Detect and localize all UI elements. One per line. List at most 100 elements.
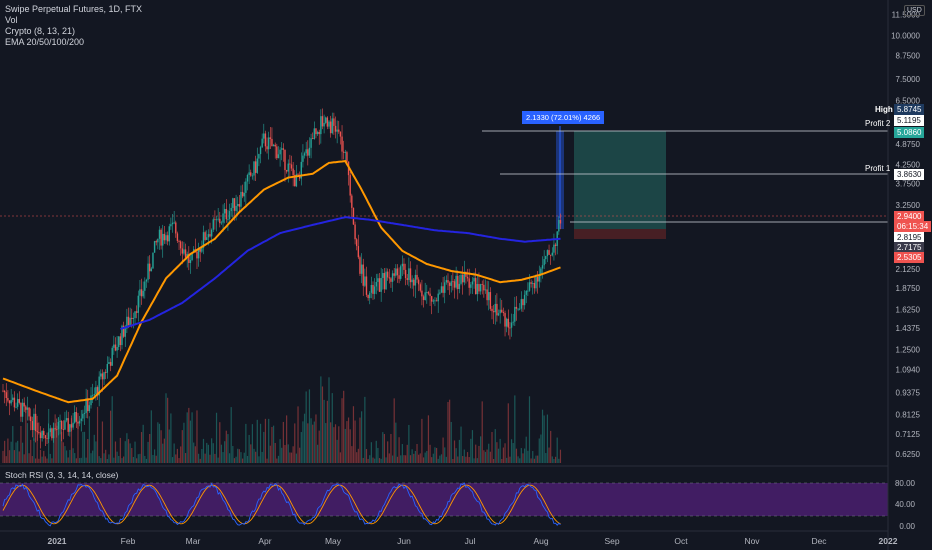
volume-bar	[541, 409, 544, 463]
candle-body	[514, 306, 516, 322]
volume-bar	[23, 454, 25, 463]
candle-body	[434, 300, 436, 302]
symbol-title[interactable]: Swipe Perpetual Futures, 1D, FTX	[5, 4, 143, 14]
candle-body	[264, 133, 267, 147]
price-axis-tick: 3.7500	[896, 179, 921, 188]
rsi-d-line	[2, 484, 561, 525]
volume-bar	[100, 458, 102, 463]
candle-body	[210, 229, 213, 237]
candle-body	[184, 249, 187, 258]
volume-bar	[543, 415, 545, 463]
candle-body	[101, 373, 104, 380]
volume-bar	[343, 390, 345, 463]
volume-bar	[98, 456, 100, 463]
candle-body	[15, 406, 17, 408]
volume-bar	[5, 456, 7, 463]
bar-countdown: 06:15:34	[894, 221, 932, 232]
volume-bar	[61, 431, 63, 463]
candle-body	[83, 412, 86, 414]
volume-bar	[276, 458, 278, 463]
volume-bar	[105, 449, 107, 463]
candle-body	[64, 420, 66, 430]
candle-body	[189, 260, 192, 263]
volume-bar	[111, 396, 113, 463]
candle-body	[372, 285, 374, 294]
volume-bar	[553, 458, 555, 463]
volume-bar	[290, 452, 293, 463]
candle-body	[78, 420, 81, 424]
volume-bar	[2, 450, 4, 463]
volume-bar	[444, 447, 446, 463]
volume-bar	[512, 443, 514, 463]
candle-body	[209, 234, 211, 237]
volume-bar	[10, 441, 12, 463]
volume-bar	[198, 453, 200, 463]
volume-bar	[305, 391, 307, 463]
volume-bar	[85, 457, 87, 463]
candle-body	[168, 226, 170, 242]
candle-body	[533, 282, 536, 289]
candle-body	[486, 289, 488, 301]
stoch-rsi-label[interactable]: Stoch RSI (3, 3, 14, 14, close)	[5, 470, 119, 480]
volume-bar	[398, 437, 400, 463]
candle-body	[49, 428, 51, 433]
candle-body	[445, 280, 448, 283]
candle-body	[281, 148, 283, 150]
crypto-indicator-label[interactable]: Crypto (8, 13, 21)	[5, 26, 76, 36]
candle-body	[496, 303, 498, 316]
candle-body	[18, 398, 20, 403]
volume-bar	[41, 456, 43, 463]
volume-bar	[209, 454, 211, 463]
candle-body	[25, 406, 27, 410]
candle-body	[85, 398, 87, 413]
profit2-price-tag: 5.1195	[894, 115, 924, 126]
candle-body	[217, 218, 219, 220]
price-axis-tick: 11.5000	[892, 10, 921, 19]
volume-bar	[447, 401, 449, 463]
time-axis-label: May	[325, 536, 342, 546]
volume-bar	[369, 455, 371, 463]
candle-body	[222, 213, 224, 223]
candle-body	[548, 250, 550, 255]
candle-body	[470, 284, 472, 288]
currency-label[interactable]: USD	[904, 5, 925, 16]
candle-body	[111, 347, 113, 366]
candle-body	[52, 428, 55, 439]
volume-indicator-label[interactable]: Vol	[5, 15, 18, 25]
candle-body	[336, 129, 338, 132]
candle-body	[406, 278, 408, 280]
candle-body	[253, 161, 255, 176]
volume-bar	[554, 456, 557, 463]
volume-bar	[401, 444, 403, 463]
volume-bar	[367, 458, 369, 463]
candle-body	[479, 284, 482, 292]
candle-body	[478, 284, 480, 292]
volume-bar	[137, 454, 139, 463]
candle-body	[21, 402, 24, 417]
candle-body	[447, 280, 449, 283]
volume-bar	[136, 458, 138, 463]
rsi-k-line	[2, 482, 561, 527]
volume-bar	[175, 454, 177, 463]
volume-bar	[390, 433, 392, 463]
ema-indicator-label[interactable]: EMA 20/50/100/200	[5, 37, 85, 47]
candle-body	[274, 144, 276, 147]
volume-bar	[510, 439, 513, 463]
candle-body	[468, 278, 470, 288]
volume-bar	[28, 453, 30, 463]
candle-body	[96, 387, 99, 396]
candle-body	[383, 272, 386, 290]
volume-bar	[316, 444, 319, 463]
candle-body	[559, 220, 562, 224]
candle-body	[354, 224, 356, 240]
candle-body	[360, 264, 363, 274]
volume-bar	[406, 444, 408, 463]
volume-bar	[442, 437, 444, 463]
candle-body	[378, 278, 381, 292]
volume-bar	[256, 419, 258, 463]
candle-body	[540, 268, 542, 276]
candle-body	[320, 116, 322, 135]
volume-bar	[191, 412, 193, 463]
volume-bar	[383, 434, 386, 463]
